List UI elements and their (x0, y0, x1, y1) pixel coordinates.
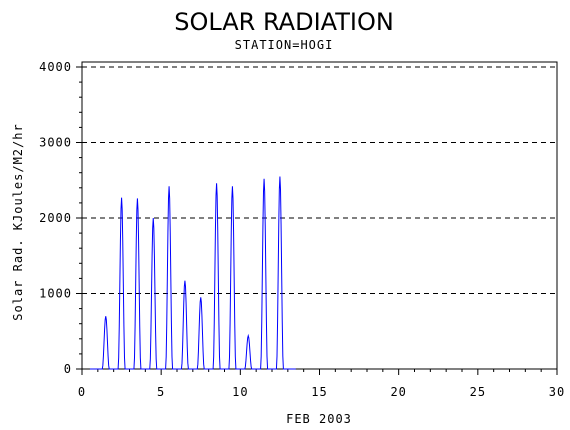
data-point (184, 280, 186, 282)
data-point (263, 178, 265, 180)
x-tick-label: 15 (311, 385, 327, 399)
x-axis-ticks: 0 5 10 15 20 25 30 (78, 369, 565, 399)
x-tick-label: 10 (232, 385, 248, 399)
y-tick-label: 3000 (39, 136, 72, 150)
y-axis-ticks: 0 1000 2000 3000 4000 (39, 60, 82, 376)
x-axis-label: FEB 2003 (286, 412, 352, 426)
y-tick-label: 0 (64, 362, 72, 376)
data-point (247, 335, 249, 337)
y-tick-label: 2000 (39, 211, 72, 225)
series-solar-radiation (89, 176, 296, 370)
chart-title: SOLAR RADIATION (174, 8, 394, 36)
x-tick-label: 5 (157, 385, 165, 399)
data-point (168, 185, 170, 187)
data-point (200, 296, 202, 298)
data-point (152, 217, 154, 219)
x-tick-label: 25 (470, 385, 486, 399)
chart-subtitle: STATION=HOGI (235, 38, 334, 52)
data-point (279, 176, 281, 178)
x-tick-label: 30 (549, 385, 565, 399)
axes (81, 61, 558, 370)
x-tick-label: 20 (390, 385, 406, 399)
y-axis-label: Solar Rad. KJoules/M2/hr (11, 123, 25, 320)
data-point (105, 315, 107, 317)
plot-frame (81, 61, 558, 370)
data-point (232, 185, 234, 187)
x-tick-label: 0 (78, 385, 86, 399)
data-point (137, 198, 139, 200)
data-point (216, 182, 218, 184)
data-point (121, 197, 123, 199)
y-tick-label: 1000 (39, 287, 72, 301)
series-line (89, 176, 296, 370)
y-tick-label: 4000 (39, 60, 72, 74)
